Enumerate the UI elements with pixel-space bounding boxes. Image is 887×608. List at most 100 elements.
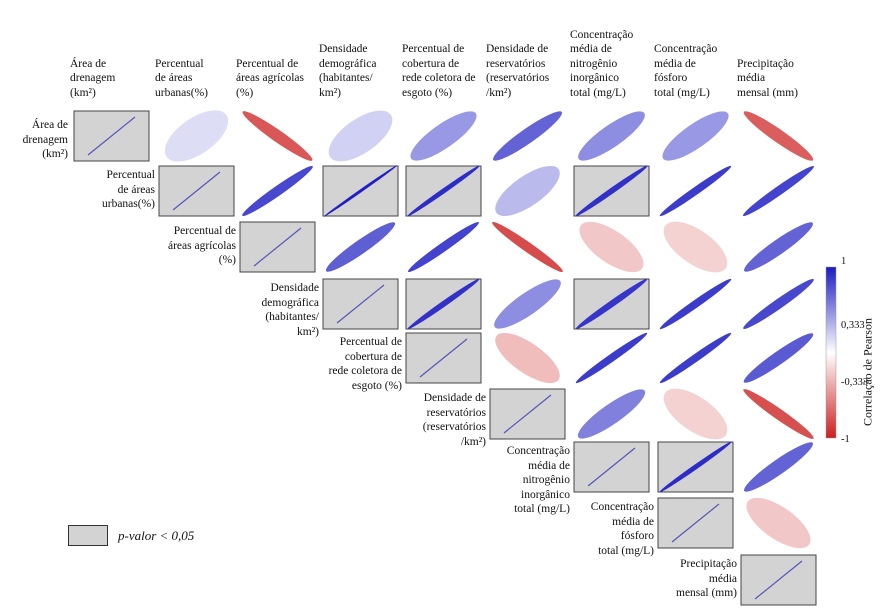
correlation-cell <box>744 442 813 492</box>
correlation-cell <box>578 111 645 161</box>
label-line: drenagem <box>70 72 116 84</box>
label-line: km²) <box>297 325 319 338</box>
label-line: média <box>737 72 766 84</box>
correlation-cell <box>242 111 313 161</box>
label-line: (habitantes/ <box>319 72 373 84</box>
diagonal-line <box>172 171 221 211</box>
label-line: Área de <box>70 57 107 70</box>
correlation-cell <box>662 111 729 161</box>
correlation-cell <box>657 441 734 493</box>
colorbar-tick-0333: 0,333 <box>841 320 865 331</box>
label-line: Percentual <box>155 57 204 70</box>
colorbar-gradient <box>825 266 837 439</box>
label-line: (km²) <box>42 148 68 160</box>
column-header: Precipitação média mensal (mm) <box>737 57 798 101</box>
label-line: média <box>708 572 737 585</box>
label-line: rede coletora de <box>402 72 476 84</box>
label-line: Precipitação <box>680 558 737 570</box>
correlation-ellipse <box>408 221 479 273</box>
correlation-ellipse <box>662 111 729 161</box>
label-line: inorgânico <box>521 488 570 501</box>
correlation-cell <box>746 497 811 549</box>
correlation-cell <box>659 332 732 384</box>
correlation-cell <box>408 221 479 273</box>
diagonal-label: Concentração média de nitrogênio inorgânico… <box>507 444 570 517</box>
colorbar <box>825 266 837 439</box>
correlation-ellipse <box>743 111 814 161</box>
label-line: reservatórios <box>426 406 486 419</box>
correlation-ellipse <box>493 111 562 161</box>
correlation-ellipse <box>743 279 814 329</box>
correlation-ellipse <box>746 497 811 549</box>
column-header: Percentual de cobertura de rede coletora d… <box>402 42 475 100</box>
label-line: Concentração <box>570 28 634 41</box>
correlation-cell <box>493 111 562 161</box>
correlation-ellipse <box>743 333 814 383</box>
correlation-cell <box>410 111 477 161</box>
label-line: média de <box>570 43 612 55</box>
significance-swatch <box>68 525 108 546</box>
correlation-ellipse <box>744 442 813 492</box>
label-line: Densidade de <box>486 43 549 55</box>
correlation-ellipse <box>659 278 732 330</box>
diagonal-cell <box>740 554 817 606</box>
diagonal-cell <box>158 165 235 217</box>
label-line: total (mg/L) <box>598 544 654 557</box>
correlation-ellipse <box>575 332 648 384</box>
label-line: Densidade <box>270 282 319 294</box>
label-line: /km²) <box>460 435 486 448</box>
significance-legend: p-valor < 0,05 <box>68 525 194 546</box>
diagonal-line <box>587 447 636 487</box>
correlation-ellipse <box>663 221 728 273</box>
label-line: média de <box>612 515 654 528</box>
diagonal-cell <box>489 388 566 440</box>
correlation-cell <box>663 388 728 440</box>
diagonal-label: Percentual de áreas urbanas(%) <box>102 168 155 212</box>
diagonal-label: Densidade de reservatórios (reservatórios /… <box>423 391 486 449</box>
label-line: mensal (mm) <box>676 587 737 599</box>
correlation-cell <box>164 110 229 162</box>
diagonal-cell <box>573 441 650 493</box>
correlation-cell <box>325 222 396 272</box>
label-line: Concentração <box>654 43 718 55</box>
correlation-ellipse <box>242 166 313 216</box>
correlation-cell <box>659 165 732 217</box>
correlation-ellipse <box>328 110 393 162</box>
label-line: nitrogênio <box>522 474 570 486</box>
correlation-ellipse <box>407 165 480 217</box>
label-line: esgoto (%) <box>402 86 453 99</box>
label-line: (reservatórios <box>422 421 486 433</box>
correlation-ellipse <box>164 110 229 162</box>
correlation-cell <box>579 221 644 273</box>
diagonal-line <box>87 116 136 156</box>
colorbar-tick-min: -1 <box>841 434 850 445</box>
diagonal-cell <box>405 332 482 384</box>
diagonal-label: Precipitação média mensal (mm) <box>676 557 737 601</box>
correlation-cell <box>242 166 313 216</box>
correlation-cell <box>743 389 814 439</box>
diagonal-line <box>671 503 720 543</box>
label-line: Concentração <box>590 501 654 513</box>
label-line: inorgânico <box>570 72 619 84</box>
correlation-ellipse <box>494 279 561 329</box>
colorbar-tick-neg0333: -0,333 <box>841 377 869 388</box>
correlation-cell <box>573 278 650 330</box>
label-line: (%) <box>236 86 254 99</box>
diagonal-cell <box>73 110 150 162</box>
label-line: Percentual de <box>236 57 299 70</box>
label-line: cobertura de <box>402 57 460 70</box>
label-line: total (mg/L) <box>570 86 626 99</box>
label-line: mensal (mm) <box>737 86 798 99</box>
label-line: urbanas(%) <box>101 198 155 210</box>
label-line: demográfica <box>319 57 377 70</box>
correlation-ellipse <box>659 165 732 217</box>
diagonal-line <box>419 338 468 378</box>
column-header: Concentração média de fósforo total (mg/L) <box>654 42 717 100</box>
label-line: áreas agrícolas <box>167 239 236 252</box>
correlation-cell <box>663 221 728 273</box>
column-header: Densidade de reservatórios (reservatórios /… <box>486 42 549 100</box>
correlation-cell <box>743 165 814 217</box>
label-line: Percentual <box>106 169 155 181</box>
label-line: rede coletora de <box>328 365 402 377</box>
